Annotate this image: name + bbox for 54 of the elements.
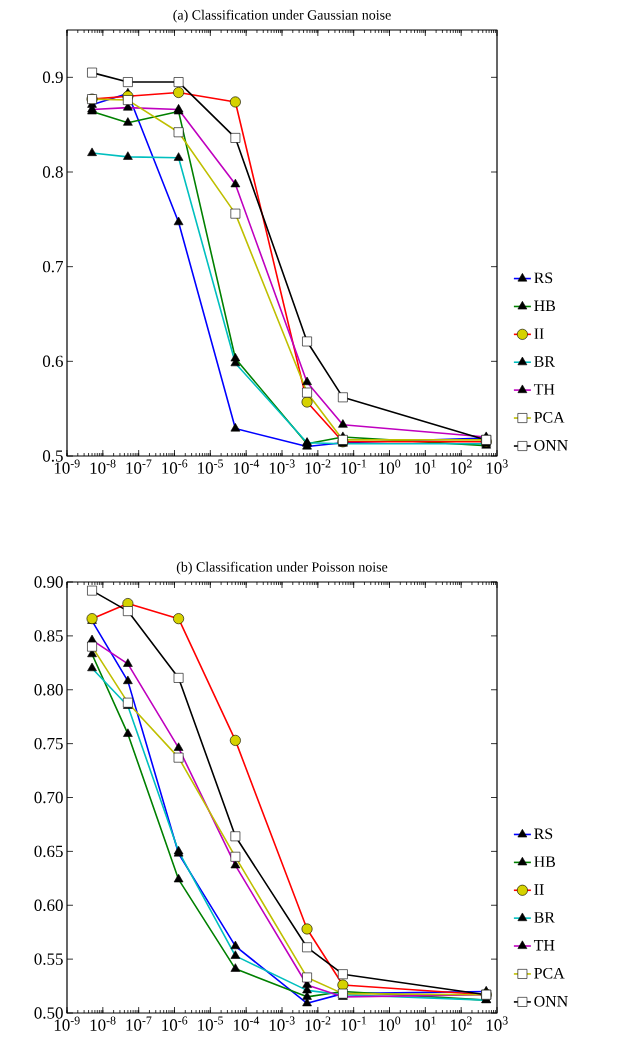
- y-tick-label: 0.8: [42, 166, 63, 178]
- legend-label: ONN: [534, 440, 568, 451]
- y-tick-label: 0.50: [34, 1007, 63, 1019]
- legend-label: TH: [533, 940, 555, 951]
- x-tick-label: 10$^{-2}$: [305, 459, 331, 474]
- legend-label: TH: [533, 384, 555, 395]
- legend-label: HB: [534, 300, 556, 311]
- legend-label: BR: [534, 912, 555, 923]
- x-tick-label: 10$^{1}$: [415, 459, 436, 474]
- x-tick-label: 10$^{-2}$: [305, 1016, 331, 1031]
- y-tick-label: 0.75: [34, 737, 63, 750]
- x-tick-label: 10$^{0}$: [379, 1016, 401, 1031]
- legend-label: PCA: [534, 967, 565, 979]
- x-tick-label: 10$^{2}$: [450, 1016, 472, 1031]
- x-tick-label: 10$^{0}$: [379, 459, 401, 474]
- y-tick-label: 0.60: [34, 899, 63, 912]
- x-tick-label: 10$^{-6}$: [162, 1016, 188, 1031]
- x-tick-label: 10$^{-7}$: [126, 1016, 152, 1031]
- x-tick-label: 10$^{-7}$: [126, 459, 152, 474]
- y-tick-label: 0.6: [42, 355, 63, 368]
- x-tick-label: 10$^{-5}$: [198, 1016, 224, 1031]
- legend-label: II: [534, 328, 544, 339]
- x-tick-label: 10$^{-6}$: [162, 459, 188, 474]
- y-tick-label: 0.90: [34, 576, 63, 588]
- x-tick-label: 10$^{-4}$: [233, 1016, 260, 1031]
- x-tick-label: 10$^{-4}$: [233, 459, 260, 474]
- legend-label: PCA: [534, 412, 565, 423]
- x-tick-label: 10$^{-1}$: [341, 1016, 367, 1031]
- y-tick-label: 0.85: [34, 630, 63, 642]
- legend-label: BR: [534, 356, 555, 367]
- legend-label: ONN: [534, 995, 568, 1007]
- legend-label: RS: [534, 828, 553, 840]
- x-tick-label: 10$^{-5}$: [198, 459, 224, 474]
- chart-title: (a) Classification under Gaussian noise: [173, 9, 391, 23]
- legend-label: II: [534, 884, 544, 895]
- x-tick-label: 10$^{3}$: [486, 1016, 508, 1031]
- x-tick-label: 10$^{2}$: [450, 459, 472, 474]
- x-tick-label: 10$^{-1}$: [341, 459, 367, 474]
- y-tick-label: 0.55: [34, 953, 63, 965]
- x-tick-label: 10$^{-8}$: [90, 1016, 116, 1031]
- chart-title: (b) Classification under Poisson noise: [176, 561, 388, 575]
- x-tick-label: 10$^{-3}$: [269, 459, 295, 474]
- y-tick-label: 0.70: [34, 791, 63, 804]
- legend-label: RS: [534, 272, 553, 284]
- y-tick-label: 0.65: [34, 845, 63, 858]
- y-tick-label: 0.80: [34, 684, 63, 696]
- y-tick-label: 0.7: [42, 260, 63, 273]
- y-tick-label: 0.9: [42, 71, 63, 84]
- x-tick-label: 10$^{3}$: [486, 459, 508, 474]
- x-tick-label: 10$^{-3}$: [269, 1016, 295, 1031]
- x-tick-label: 10$^{1}$: [415, 1016, 436, 1031]
- x-tick-label: 10$^{-8}$: [90, 459, 116, 474]
- y-tick-label: 0.5: [42, 450, 63, 462]
- legend-label: HB: [534, 856, 556, 867]
